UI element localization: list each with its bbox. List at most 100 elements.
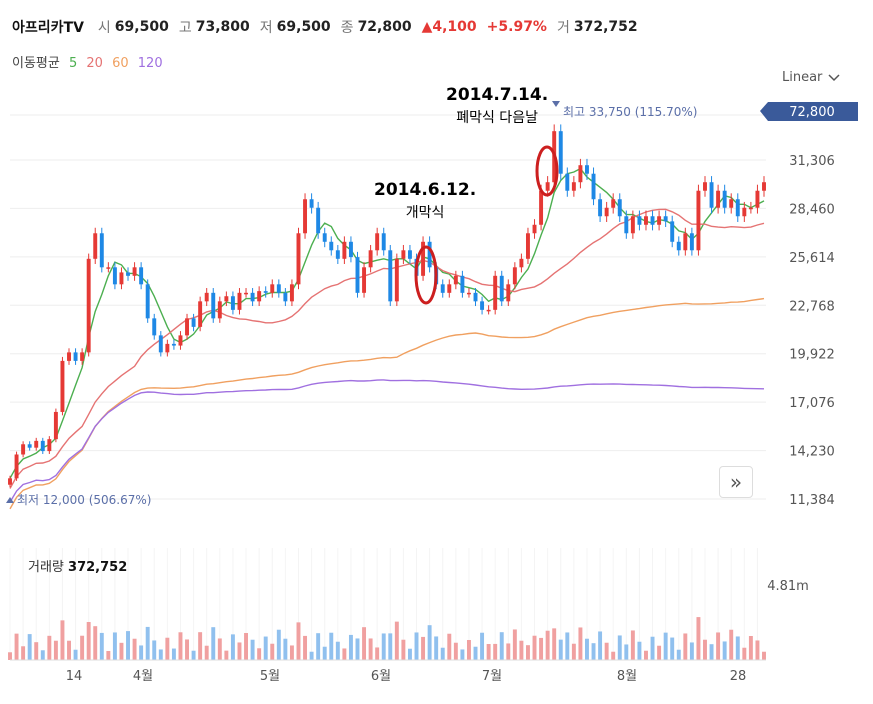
- volume-bar: [263, 636, 268, 660]
- candle-body: [381, 233, 386, 251]
- volume-bar: [60, 620, 65, 660]
- candle-body: [565, 173, 570, 191]
- chevron-down-icon: [828, 73, 840, 81]
- volume-bar: [512, 629, 517, 660]
- volume-bar: [663, 632, 668, 660]
- candle-body: [53, 411, 58, 440]
- candle-body: [617, 199, 622, 217]
- change-percent: +5.97%: [486, 19, 547, 35]
- candle-body: [335, 250, 340, 259]
- open-label: 시: [97, 20, 111, 36]
- volume-bar: [644, 650, 648, 660]
- volume-bar: [21, 646, 26, 660]
- volume-bar: [421, 636, 426, 660]
- scroll-to-latest-button[interactable]: »: [719, 466, 753, 498]
- candle-body: [689, 233, 694, 251]
- volume-bar: [729, 629, 734, 660]
- candle-body: [762, 182, 766, 191]
- moving-average-legend[interactable]: 이동평균 5 20 60 120: [12, 52, 168, 71]
- volume-bar: [585, 638, 589, 660]
- candle-body: [585, 165, 589, 174]
- volume-bar: [539, 637, 544, 660]
- candle-body: [14, 454, 19, 479]
- volume-bar: [657, 645, 662, 660]
- ma-legend-5: 5: [68, 56, 78, 71]
- volume-bar: [270, 643, 275, 660]
- volume-bar: [703, 639, 707, 660]
- candle-body: [8, 478, 12, 485]
- volume-bar: [139, 645, 144, 660]
- double-chevron-right-icon: »: [729, 470, 743, 494]
- volume-bar: [466, 640, 471, 660]
- volume-bar: [132, 638, 137, 660]
- candle-body: [289, 284, 294, 302]
- volume-bar: [558, 639, 563, 660]
- candle-body: [604, 207, 609, 217]
- volume-bar: [244, 633, 249, 660]
- volume-bar: [86, 622, 91, 660]
- volume-bar: [735, 636, 740, 660]
- candle-body: [171, 343, 176, 346]
- annotation-closing-text: 폐막식 다음날: [456, 110, 538, 126]
- scale-dropdown[interactable]: Linear: [782, 70, 840, 85]
- volume-bar: [303, 635, 308, 660]
- volume-bar: [99, 632, 104, 660]
- candle-body: [165, 343, 170, 353]
- volume-bar: [493, 643, 498, 660]
- low-value: 69,500: [276, 19, 331, 35]
- ma-legend-title: 이동평균: [12, 56, 60, 71]
- candle-body: [729, 199, 734, 208]
- ma-legend-20: 20: [86, 56, 103, 71]
- candle-body: [73, 352, 78, 361]
- volume-bar: [611, 651, 616, 660]
- high-value: 73,800: [195, 19, 250, 35]
- volume-bar: [119, 642, 124, 660]
- volume-bar: [368, 638, 373, 660]
- volume-bar: [204, 645, 209, 660]
- candle-body: [80, 352, 85, 361]
- high-label: 고: [178, 20, 192, 36]
- candle-body: [539, 190, 544, 225]
- candle-body: [67, 352, 71, 361]
- volume-bar: [309, 651, 314, 660]
- volume-bar: [473, 646, 478, 660]
- y-tick-label: 17,076: [789, 396, 835, 411]
- volume-bar: [198, 632, 203, 660]
- volume-bar: [689, 642, 694, 660]
- candle-body: [519, 258, 524, 268]
- ma-legend-120: 120: [137, 56, 163, 71]
- candle-body: [525, 233, 530, 259]
- volume-bar: [93, 626, 98, 660]
- candle-body: [486, 309, 491, 312]
- volume-bar: [722, 641, 727, 660]
- volume-bar: [316, 633, 321, 660]
- x-tick-label: 8월: [617, 669, 637, 684]
- volume-bar: [53, 640, 58, 660]
- volume-bar: [637, 641, 642, 660]
- candle-body: [191, 318, 196, 327]
- candle-body: [355, 257, 360, 293]
- candle-body: [407, 250, 412, 259]
- candle-body: [447, 284, 452, 293]
- candle-body: [224, 296, 229, 302]
- candle-body: [421, 241, 426, 276]
- candle-body: [650, 216, 655, 225]
- volume-bar: [158, 649, 163, 660]
- volume-bar: [8, 652, 12, 660]
- low-label: 저: [259, 20, 273, 36]
- volume-bar: [112, 632, 117, 660]
- candle-body: [466, 292, 471, 295]
- candle-body: [40, 440, 45, 452]
- volume-bar: [394, 621, 399, 660]
- y-tick-label: 25,614: [789, 251, 835, 266]
- volume-bar: [178, 632, 183, 660]
- current-price-tag: [760, 102, 858, 121]
- candle-body: [696, 190, 701, 251]
- volume-bar: [106, 651, 111, 660]
- candle-body: [158, 335, 163, 353]
- candle-body: [296, 233, 301, 285]
- stock-name: 아프리카TV: [12, 20, 84, 36]
- volume-bar: [742, 647, 747, 660]
- highlight-ellipse-opening: [414, 245, 438, 305]
